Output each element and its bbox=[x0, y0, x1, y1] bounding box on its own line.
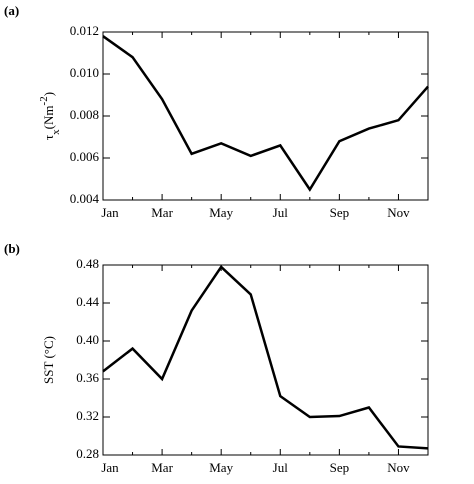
y-tick-label: 0.006 bbox=[70, 149, 100, 164]
y-axis-label-part: (Nm bbox=[41, 105, 56, 129]
x-tick-label: Nov bbox=[387, 205, 410, 220]
x-tick-label: Jan bbox=[101, 205, 119, 220]
y-tick-label: 0.32 bbox=[76, 408, 99, 423]
y-axis-label-part: ) bbox=[41, 92, 56, 96]
data-line bbox=[102, 264, 429, 450]
panel-label: (b) bbox=[4, 241, 20, 256]
x-tick-label: May bbox=[209, 205, 233, 220]
x-tick-label: Sep bbox=[330, 460, 350, 475]
y-tick-label: 0.004 bbox=[70, 191, 100, 206]
plot-frame bbox=[102, 31, 429, 201]
y-tick-label: 0.008 bbox=[70, 107, 99, 122]
x-tick-label: Nov bbox=[387, 460, 410, 475]
data-line bbox=[102, 35, 429, 192]
y-tick-label: 0.44 bbox=[76, 294, 99, 309]
y-axis-label: SST (°C) bbox=[41, 336, 56, 384]
panel-label: (a) bbox=[4, 3, 19, 18]
x-tick-label: May bbox=[209, 460, 233, 475]
plot-frame bbox=[102, 264, 429, 456]
y-tick-label: 0.012 bbox=[70, 23, 99, 38]
y-axis-label-part: x bbox=[50, 129, 62, 135]
x-tick-label: Mar bbox=[151, 460, 173, 475]
y-axis-label-part: τ bbox=[41, 135, 56, 140]
y-tick-label: 0.28 bbox=[76, 446, 99, 461]
y-axis-label-part: -2 bbox=[38, 96, 50, 105]
x-tick-label: Jan bbox=[101, 460, 119, 475]
x-tick-label: Jul bbox=[273, 205, 289, 220]
y-tick-label: 0.40 bbox=[76, 332, 99, 347]
x-tick-label: Sep bbox=[330, 205, 350, 220]
x-tick-label: Jul bbox=[273, 460, 289, 475]
x-tick-label: Mar bbox=[151, 205, 173, 220]
y-tick-label: 0.36 bbox=[76, 370, 99, 385]
y-axis-label: τx(Nm-2) bbox=[38, 92, 62, 140]
y-tick-label: 0.48 bbox=[76, 256, 99, 271]
y-tick-label: 0.010 bbox=[70, 65, 99, 80]
y-axis-label-part: SST (°C) bbox=[41, 336, 56, 384]
